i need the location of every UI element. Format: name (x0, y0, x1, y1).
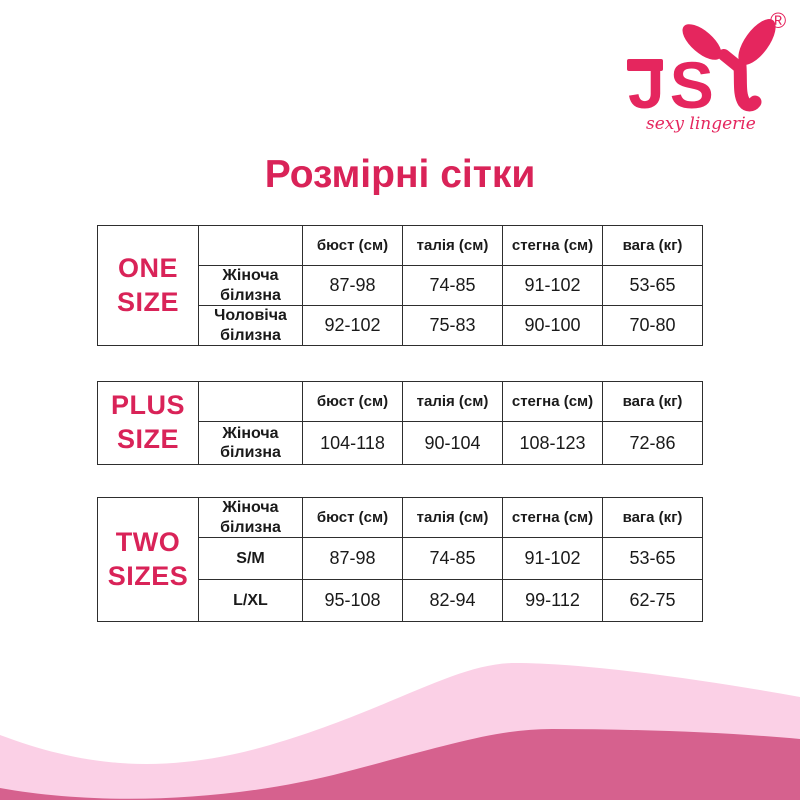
plus-size-table: PLUS SIZE бюст (см) талія (см) стегна (с… (97, 381, 703, 465)
size-label-line: SIZES (107, 560, 189, 591)
value-cell: 62-75 (602, 579, 703, 622)
logo-tagline: sexy lingerie (646, 114, 756, 134)
value-cell: 92-102 (302, 305, 403, 346)
column-header: бюст (см) (302, 381, 403, 422)
size-group-label: TWO SIZES (97, 497, 199, 622)
value-cell: 104-118 (302, 421, 403, 465)
table-row: Жіноча білизна 87-98 74-85 91-102 53-65 (98, 265, 703, 306)
column-header: талія (см) (402, 381, 503, 422)
table-row: S/M 87-98 74-85 91-102 53-65 (98, 537, 703, 580)
value-cell: 90-104 (402, 421, 503, 465)
size-group-label: ONE SIZE (97, 225, 199, 346)
column-header: вага (кг) (602, 497, 703, 538)
one-size-table: ONE SIZE бюст (см) талія (см) стегна (см… (97, 225, 703, 346)
size-label-line: TWO (115, 526, 181, 557)
corner-cell (198, 381, 303, 422)
column-header: вага (кг) (602, 225, 703, 266)
right-leaf-icon (738, 19, 776, 65)
row-label: Жіноча білизна (198, 421, 303, 465)
jsy-logo: JS ® sexy lingerie (627, 8, 786, 134)
column-header: бюст (см) (302, 497, 403, 538)
value-cell: 90-100 (502, 305, 603, 346)
value-cell: 108-123 (502, 421, 603, 465)
registered-mark: ® (770, 8, 786, 33)
two-sizes-table: TWO SIZES Жіноча білизна бюст (см) талія… (97, 497, 703, 622)
value-cell: 70-80 (602, 305, 703, 346)
row-label: Чоловіча білизна (198, 305, 303, 346)
value-cell: 99-112 (502, 579, 603, 622)
table-row: L/XL 95-108 82-94 99-112 62-75 (98, 579, 703, 622)
row-label: Жіноча білизна (198, 265, 303, 306)
column-header: стегна (см) (502, 381, 603, 422)
dark-wave (0, 729, 800, 800)
column-header: талія (см) (402, 225, 503, 266)
column-header: талія (см) (402, 497, 503, 538)
value-cell: 82-94 (402, 579, 503, 622)
size-label-line: SIZE (116, 286, 179, 317)
value-cell: 75-83 (402, 305, 503, 346)
value-cell: 53-65 (602, 265, 703, 306)
corner-cell (198, 225, 303, 266)
column-header: стегна (см) (502, 225, 603, 266)
size-group-label: PLUS SIZE (97, 381, 199, 465)
bunny-leaves-icon (682, 19, 776, 65)
value-cell: 87-98 (302, 537, 403, 580)
size-label-line: SIZE (116, 424, 179, 454)
row-label: S/M (198, 537, 303, 580)
value-cell: 53-65 (602, 537, 703, 580)
value-cell: 72-86 (602, 421, 703, 465)
value-cell: 95-108 (302, 579, 403, 622)
row-label: L/XL (198, 579, 303, 622)
value-cell: 74-85 (402, 537, 503, 580)
j-top-bar (627, 59, 663, 71)
value-cell: 87-98 (302, 265, 403, 306)
table-row: Жіноча білизна 104-118 90-104 108-123 72… (98, 421, 703, 465)
value-cell: 91-102 (502, 537, 603, 580)
value-cell: 74-85 (402, 265, 503, 306)
wave-decoration (0, 663, 800, 800)
column-header: вага (кг) (602, 381, 703, 422)
column-header: стегна (см) (502, 497, 603, 538)
size-label-line: ONE (117, 252, 178, 283)
table-row: Чоловіча білизна 92-102 75-83 90-100 70-… (98, 305, 703, 346)
corner-cell: Жіноча білизна (198, 497, 303, 538)
page-title: Розмірні сітки (264, 153, 536, 196)
left-leaf-icon (682, 24, 722, 60)
column-header: бюст (см) (302, 225, 403, 266)
value-cell: 91-102 (502, 265, 603, 306)
size-label-line: PLUS (110, 390, 185, 421)
y-stem (733, 59, 762, 112)
